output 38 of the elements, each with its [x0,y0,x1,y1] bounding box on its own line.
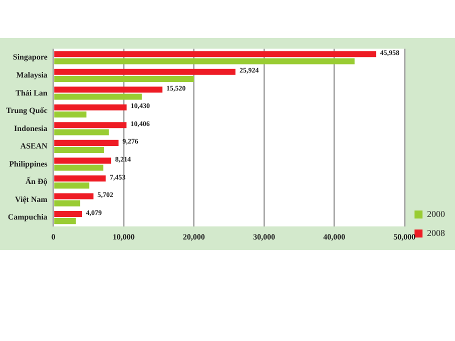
bar [54,122,126,128]
y-tick-label: Trung Quốc [6,106,48,116]
y-tick-label: Indonesia [14,124,48,133]
legend-label: 2000 [427,208,446,219]
bar [54,210,82,217]
bar [54,94,142,100]
bar [54,218,76,224]
y-tick-label: Singapore [12,52,48,62]
y-tick-label: Campuchia [8,212,48,222]
bar [54,147,104,154]
bar [54,58,355,64]
x-tick-label: 20,000 [182,232,205,242]
bar [54,193,94,200]
y-tick-label: ASEAN [20,142,48,151]
bar [54,68,236,75]
bar [54,164,104,171]
bar [54,51,376,58]
y-tick-label: Thái Lan [16,88,48,98]
x-tick-label: 50,000 [394,232,416,242]
bar [54,140,119,146]
y-tick-label: Ấn Độ [25,176,48,186]
bar [54,111,86,118]
legend-label: 2008 [427,228,446,238]
x-tick-label: 40,000 [323,232,346,242]
bar [54,76,194,82]
y-tick-label: Philippines [9,159,48,168]
bar [54,175,106,182]
y-tick-label: Malaysia [16,70,48,80]
x-tick-label: 10,000 [112,232,135,242]
x-tick-label: 0 [51,232,56,242]
y-tick-label: Việt Nam [15,194,48,204]
bar [54,158,112,164]
bar [54,182,90,189]
bar [54,104,127,110]
x-tick-label: 30,000 [253,232,276,242]
bar [54,200,80,206]
bar [54,129,109,136]
bar [54,86,162,93]
